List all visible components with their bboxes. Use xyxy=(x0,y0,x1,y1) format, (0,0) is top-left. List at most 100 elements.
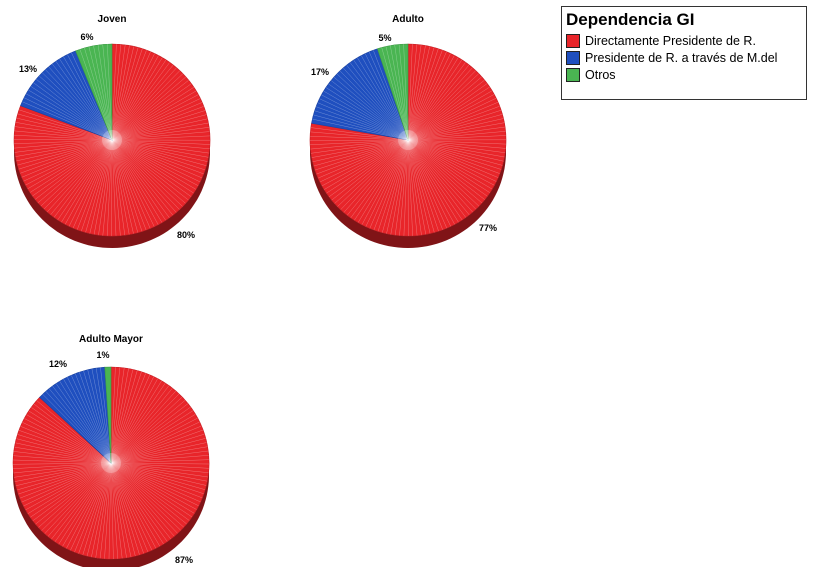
pie-facet-line xyxy=(110,462,210,465)
pie-facet-line xyxy=(313,139,409,167)
pie-facet-line xyxy=(407,139,502,170)
pie-facet-line xyxy=(407,139,431,234)
pie-facet-line xyxy=(32,139,113,197)
pie-data-label-otros: 5% xyxy=(378,33,391,43)
pie-slice-otros xyxy=(377,43,409,141)
pie-facet-line xyxy=(111,86,195,141)
pie-facet-line xyxy=(110,462,201,503)
pie-facet-line xyxy=(111,73,184,141)
pie-facet-line xyxy=(407,90,493,141)
pie-facet-line xyxy=(102,44,113,141)
pie-facet-line xyxy=(110,462,161,547)
pie-slice-otros xyxy=(104,366,112,464)
pie-facet-line xyxy=(111,139,189,201)
pie-facet-line xyxy=(110,462,149,552)
pie-facet-line xyxy=(110,429,204,464)
pie-facet-line xyxy=(57,139,113,221)
pie-facet-line xyxy=(407,139,473,213)
pie-facet-line xyxy=(110,421,200,464)
pie-facet-line xyxy=(111,83,192,141)
pie-facet-line xyxy=(47,462,112,537)
pie-facet-line xyxy=(407,139,413,236)
pie-facet-line xyxy=(48,66,113,141)
pie-facet-line xyxy=(340,139,409,210)
pie-facet-line xyxy=(111,70,180,141)
pie-facet-line xyxy=(318,139,409,179)
pie-facet-line xyxy=(326,139,409,194)
pie-facet-line xyxy=(111,80,189,141)
pie-facet-line xyxy=(110,462,171,540)
pie-facet-line xyxy=(407,139,497,182)
pie-facet-line xyxy=(394,139,409,236)
pie-facet-line xyxy=(111,53,155,141)
pie-facet-line xyxy=(111,139,163,223)
pie-facet-line xyxy=(52,63,113,141)
pie-facet-line xyxy=(74,462,112,553)
pie-facet-line xyxy=(407,114,503,141)
pie-facet-line xyxy=(407,76,482,141)
pie-facet-line xyxy=(110,380,162,464)
pie-facet-line xyxy=(361,139,409,225)
pie-data-label-otros: 6% xyxy=(80,32,93,42)
pie-facet-line xyxy=(407,45,426,141)
pie-facet-line xyxy=(17,139,113,166)
pie-facet-line xyxy=(38,462,112,528)
pie-facet-line xyxy=(21,462,112,503)
pie-facet-line xyxy=(12,459,112,464)
pie-facet-line xyxy=(67,376,112,464)
pie-facet-line xyxy=(319,139,409,183)
pie-facet-line xyxy=(13,139,113,141)
pie-facet-line xyxy=(111,139,180,210)
legend-title: Dependencia GI xyxy=(566,10,695,29)
pie-facet-line xyxy=(102,139,113,236)
pie-facet-line xyxy=(330,80,409,141)
pie-facet-line xyxy=(19,462,112,499)
pie-facet-line xyxy=(111,139,130,235)
pie-facet-line xyxy=(79,372,112,464)
pie-chart-joven: Joven 80% 13% 6% xyxy=(13,14,211,248)
pie-facet-line xyxy=(111,139,170,218)
pie-facet-line xyxy=(111,139,177,213)
pie-facet-line xyxy=(110,373,146,464)
pie-facet-line xyxy=(328,139,409,198)
pie-facet-line xyxy=(31,407,112,464)
pie-facet-line xyxy=(110,462,195,514)
pie-facet-line xyxy=(110,462,178,534)
pie-facet-line xyxy=(407,139,500,174)
pie-facet-line xyxy=(47,139,113,213)
pie-facet-line xyxy=(111,122,209,141)
pie-facet-line xyxy=(111,48,143,141)
pie-facet-line xyxy=(407,139,504,162)
pie-facet-line xyxy=(111,44,122,141)
pie-facet-line xyxy=(312,118,409,141)
pie-chart-adulto-mayor: Adulto Mayor 87% 12% 1% xyxy=(12,334,210,567)
pie-facet-line xyxy=(61,139,113,223)
pie-facet-line xyxy=(111,139,210,150)
pie-facet-line xyxy=(41,462,112,531)
pie-facet-line xyxy=(110,390,176,464)
pie-facet-line xyxy=(407,139,439,232)
pie-facet-line xyxy=(71,52,113,141)
pie-facet-line xyxy=(110,455,209,464)
pie-facet-line xyxy=(349,62,409,141)
pie-facet-line xyxy=(110,414,196,464)
pie-facet-line xyxy=(310,135,409,141)
pie-facet-line xyxy=(66,462,112,549)
pie-facet-line xyxy=(111,118,208,141)
pie-facet-line xyxy=(407,97,497,141)
pie-facet-line xyxy=(110,462,190,521)
pie-facet-line xyxy=(44,462,112,534)
pie-facet-line xyxy=(82,462,112,555)
pie-facet-line xyxy=(100,367,112,464)
pie-facet-line xyxy=(110,462,204,495)
pie-facet-line xyxy=(323,139,409,190)
pie-facet-line xyxy=(346,65,409,141)
pie-facet-line xyxy=(111,51,151,141)
pie-facet-line xyxy=(111,114,207,141)
pie-facet-line xyxy=(309,139,409,141)
legend-item-otros: Otros xyxy=(566,66,802,83)
pie-facet-line xyxy=(13,451,112,464)
pie-facet-line xyxy=(110,462,203,499)
pie-facet-line xyxy=(110,462,181,531)
pie-facet-line xyxy=(407,139,418,236)
